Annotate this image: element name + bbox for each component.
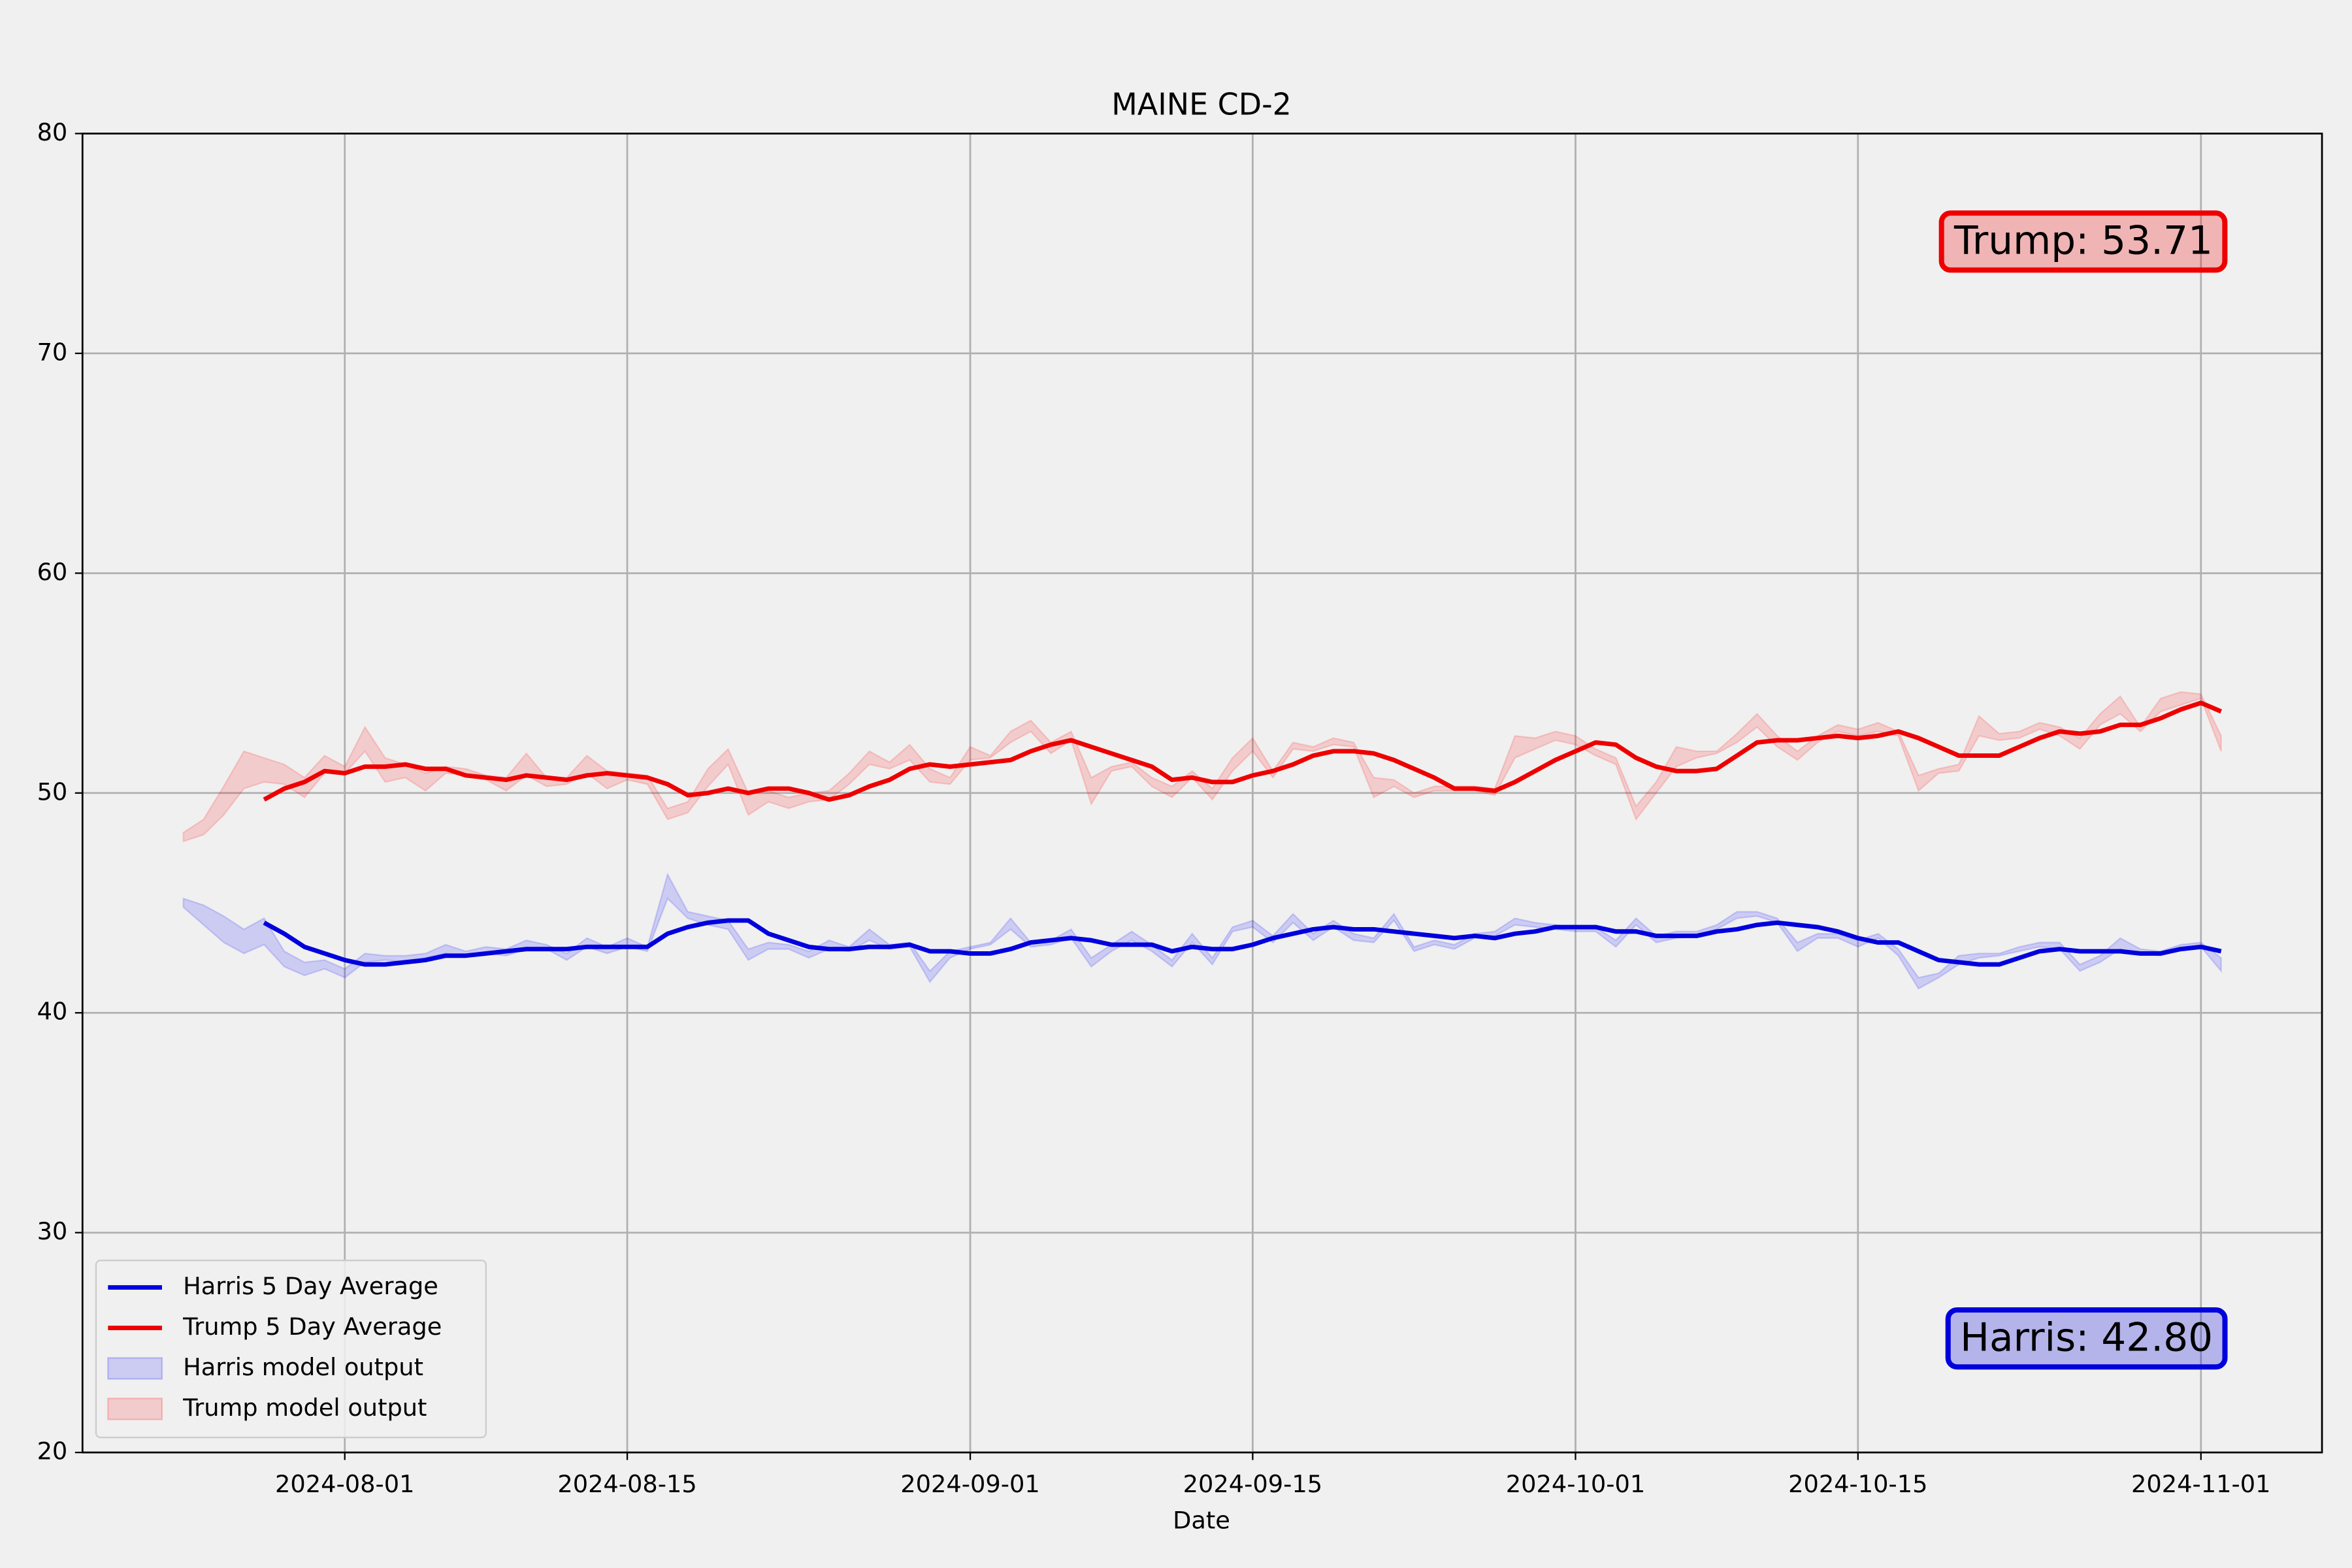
legend-box xyxy=(95,1260,487,1439)
legend-label: Harris 5 Day Average xyxy=(183,1272,438,1300)
legend-label: Trump 5 Day Average xyxy=(182,1313,442,1341)
average-line xyxy=(263,700,2223,802)
annotation-text: Harris: 42.80 xyxy=(1960,1315,2213,1360)
legend-label: Harris model output xyxy=(183,1353,423,1381)
x-tick-label: 2024-10-01 xyxy=(1506,1470,1645,1498)
annotation: Harris: 42.80 xyxy=(1945,1307,2228,1370)
plot-frame xyxy=(81,133,2323,1454)
legend-swatch xyxy=(107,1357,163,1380)
y-tick-label: 70 xyxy=(37,338,68,366)
x-tick-label: 2024-08-01 xyxy=(275,1470,414,1498)
annotation-text: Trump: 53.71 xyxy=(1953,219,2213,264)
x-tick-label: 2024-10-15 xyxy=(1788,1470,1927,1498)
y-tick-label: 30 xyxy=(37,1217,68,1245)
y-tick-label: 20 xyxy=(37,1437,68,1465)
legend-swatch xyxy=(107,1397,163,1420)
average-line xyxy=(263,918,2222,967)
y-tick-label: 50 xyxy=(37,777,68,806)
model-band xyxy=(182,691,2222,843)
annotation-box xyxy=(1945,1307,2228,1370)
x-tick-label: 2024-08-15 xyxy=(557,1470,696,1498)
y-tick-label: 60 xyxy=(37,558,68,586)
x-tick-label: 2024-11-01 xyxy=(2131,1470,2270,1498)
x-tick-label: 2024-09-15 xyxy=(1183,1470,1322,1498)
x-tick-label: 2024-09-01 xyxy=(900,1470,1039,1498)
annotation-box xyxy=(1938,210,2228,273)
y-tick-label: 40 xyxy=(37,998,68,1026)
legend-label: Trump model output xyxy=(182,1394,427,1422)
chart-title: MAINE CD-2 xyxy=(1111,87,1292,122)
x-axis-label: Date xyxy=(1173,1506,1230,1534)
y-tick-label: 80 xyxy=(37,118,68,146)
annotation: Trump: 53.71 xyxy=(1938,210,2228,273)
